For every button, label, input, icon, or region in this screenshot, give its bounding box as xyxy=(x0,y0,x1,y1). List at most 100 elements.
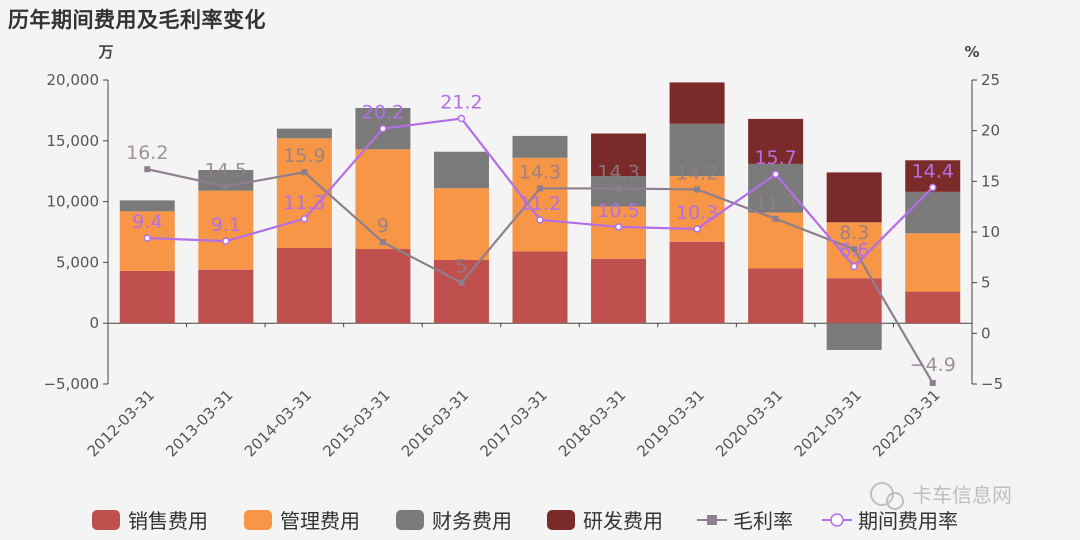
bar-segment xyxy=(119,270,175,324)
series-marker xyxy=(222,183,229,190)
bar-segment xyxy=(276,247,332,324)
y-tick-right-label: 0 xyxy=(981,324,991,342)
series-marker xyxy=(851,246,858,253)
x-tick-label: 2013-03-31 xyxy=(162,386,236,460)
legend-label: 毛利率 xyxy=(733,509,793,533)
data-labels: 16.2 14.5 15.9 9 5 14.3 14.3 14.2 11.3 8.3 −4.9 9.4… xyxy=(126,92,956,376)
data-label: 9.1 xyxy=(211,214,241,236)
watermark-text: 卡车信息网 xyxy=(912,483,1012,507)
bars xyxy=(119,82,961,350)
x-tick-label: 2015-03-31 xyxy=(319,386,393,460)
bar-segment xyxy=(748,118,804,164)
series-marker xyxy=(379,124,387,133)
legend-label: 管理费用 xyxy=(280,509,360,533)
bar-segment xyxy=(276,128,332,139)
bar-segment xyxy=(826,278,882,324)
data-label: 21.2 xyxy=(440,92,482,114)
legend-swatch xyxy=(92,510,120,530)
data-label: 15.7 xyxy=(754,147,796,169)
series-marker xyxy=(693,225,701,233)
chart-title: 历年期间费用及毛利率变化 xyxy=(8,8,266,32)
series-marker xyxy=(615,185,622,192)
series-marker xyxy=(379,239,386,246)
x-tick-label: 2022-03-31 xyxy=(869,386,943,460)
series-marker xyxy=(457,114,466,123)
data-label: 9 xyxy=(377,215,389,237)
data-label: 10.3 xyxy=(676,202,718,224)
y-axis-left-unit: 万 xyxy=(97,43,113,61)
series-marker xyxy=(771,170,780,178)
bar-segment xyxy=(905,191,961,234)
x-tick-label: 2018-03-31 xyxy=(555,386,629,460)
data-label: 14.5 xyxy=(205,159,247,181)
legend-label: 财务费用 xyxy=(432,509,512,533)
x-tick-label: 2020-03-31 xyxy=(712,386,786,460)
data-label: 11.3 xyxy=(283,192,325,214)
bar-segment xyxy=(512,135,568,158)
x-tick-label: 2014-03-31 xyxy=(241,386,315,460)
y-tick-right-label: 10 xyxy=(981,223,1000,241)
bar-segment xyxy=(591,258,647,324)
y-tick-left-label: 0 xyxy=(89,314,99,332)
bar-segment xyxy=(355,249,411,324)
series-marker xyxy=(614,223,623,231)
y-axis-right-unit: % xyxy=(964,43,979,61)
wechat-icon-inner xyxy=(886,492,904,510)
bar-segment xyxy=(433,259,489,324)
bar-segment xyxy=(905,291,961,324)
bar-segment xyxy=(669,241,725,324)
data-label: 11.2 xyxy=(519,193,561,215)
legend-marker xyxy=(830,513,844,527)
series-marker xyxy=(222,237,230,245)
series-marker xyxy=(537,185,543,192)
bar-segment xyxy=(119,200,175,212)
data-label: 5 xyxy=(455,256,467,278)
legend-swatch xyxy=(244,510,272,530)
series-marker xyxy=(772,215,779,222)
bar-segment xyxy=(276,138,332,248)
bar-segment xyxy=(433,151,489,189)
series-marker xyxy=(300,215,309,223)
watermark: 卡车信息网 xyxy=(870,482,1012,510)
data-label: 11.3 xyxy=(754,192,796,214)
series-marker xyxy=(536,216,544,224)
data-label: 15.9 xyxy=(283,145,325,167)
y-tick-left-label: 10,000 xyxy=(47,193,100,211)
series-marker xyxy=(458,279,465,286)
data-label: 10.5 xyxy=(597,200,639,222)
x-tick-label: 2012-03-31 xyxy=(84,386,158,460)
bar-segment xyxy=(433,188,489,260)
x-tick-label: 2019-03-31 xyxy=(634,386,708,460)
bar-segment xyxy=(748,268,804,324)
data-label: 14.3 xyxy=(519,161,561,183)
series-marker xyxy=(929,379,936,386)
series-marker xyxy=(928,183,937,192)
bar-segment xyxy=(591,133,647,177)
legend-swatch xyxy=(396,510,424,530)
lines xyxy=(143,114,937,386)
bar-segment xyxy=(905,233,961,292)
bar-segment xyxy=(669,123,725,177)
bar-segment xyxy=(591,206,647,259)
x-tick-label: 2016-03-31 xyxy=(398,386,472,460)
data-label: 20.2 xyxy=(362,102,404,124)
y-tick-left-label: −5,000 xyxy=(43,375,99,393)
y-tick-right-label: 15 xyxy=(981,172,1000,190)
y-tick-left-label: 20,000 xyxy=(47,71,100,89)
legend-swatch xyxy=(547,510,575,530)
series-marker xyxy=(143,234,152,242)
y-tick-right-label: 20 xyxy=(981,122,1000,140)
data-label: 6.6 xyxy=(839,239,869,261)
bar-segment xyxy=(748,212,804,269)
legend: 销售费用 管理费用 财务费用 研发费用 毛利率 期间费用率 xyxy=(92,509,958,533)
x-tick-label: 2021-03-31 xyxy=(791,386,865,460)
legend-label: 销售费用 xyxy=(128,509,208,533)
y-tick-left-label: 15,000 xyxy=(47,132,100,150)
series-marker xyxy=(850,262,858,271)
y-tick-right-label: −5 xyxy=(981,375,1003,393)
y-tick-left-label: 5,000 xyxy=(56,253,99,271)
series-marker xyxy=(144,166,151,173)
legend-marker xyxy=(707,515,717,525)
bar-segment xyxy=(198,169,254,191)
